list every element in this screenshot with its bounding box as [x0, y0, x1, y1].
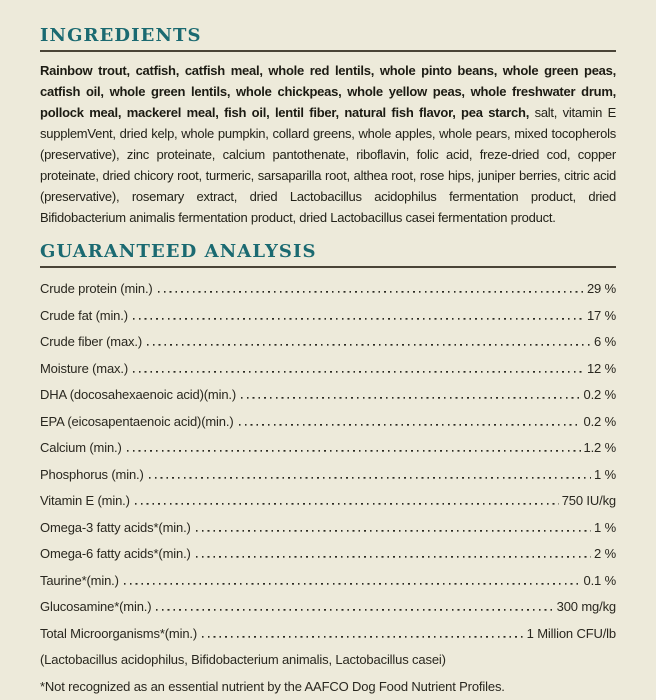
analysis-row-label: Calcium (min.)	[40, 440, 122, 455]
analysis-row-value: 1 %	[594, 519, 616, 535]
analysis-row-value: 17 %	[586, 307, 616, 323]
analysis-row-value: 6 %	[594, 334, 616, 349]
ingredients-section: INGREDIENTS Rainbow trout, catfish, catf…	[40, 25, 616, 228]
analysis-row-label: Omega-6 fatty acids*(min.)	[40, 546, 191, 561]
ingredients-primary-list: Rainbow trout, catfish, catfish meal, wh…	[40, 63, 616, 120]
analysis-row-label: Phosphorus (min.)	[40, 466, 144, 482]
ingredients-divider	[40, 50, 616, 52]
guaranteed-analysis-section: GUARANTEED ANALYSIS Crude protein (min.)…	[40, 241, 616, 694]
dot-leader	[133, 368, 584, 373]
analysis-row-dha: DHA (docosahexaenoic acid)(min.) 0.2 %	[40, 388, 616, 402]
analysis-row-label: Vitamin E (min.)	[40, 493, 130, 508]
dot-leader	[148, 474, 592, 479]
analysis-row-value: 1 %	[594, 466, 616, 482]
analysis-row-label: Crude protein (min.)	[40, 281, 153, 296]
analysis-row-omega-3: Omega-3 fatty acids*(min.) 1 %	[40, 519, 616, 535]
analysis-row-crude-protein: Crude protein (min.) 29 %	[40, 282, 616, 296]
microorganisms-subnote: (Lactobacillus acidophilus, Bifidobacter…	[40, 652, 446, 667]
analysis-row-label: EPA (eicosapentaenoic acid)(min.)	[40, 413, 234, 429]
analysis-row-label: DHA (docosahexaenoic acid)(min.)	[40, 387, 237, 402]
analysis-row-value: 1 Million CFU/lb	[526, 625, 616, 641]
analysis-row-value: 12 %	[586, 360, 616, 376]
analysis-row-crude-fat: Crude fat (min.) 17 %	[40, 307, 616, 323]
analysis-row-value: 0.2 %	[583, 413, 617, 429]
analysis-row-value: 0.1 %	[583, 572, 617, 588]
dot-leader	[238, 421, 581, 426]
dot-leader	[202, 633, 524, 638]
analysis-row-glucosamine: Glucosamine*(min.) 300 mg/kg	[40, 600, 616, 614]
guaranteed-analysis-divider	[40, 266, 616, 268]
analysis-row-label: Total Microorganisms*(min.)	[40, 625, 198, 641]
analysis-row-label: Crude fiber (max.)	[40, 334, 143, 349]
analysis-row-label: Crude fat (min.)	[40, 307, 128, 323]
analysis-row-epa: EPA (eicosapentaenoic acid)(min.) 0.2 %	[40, 413, 617, 429]
dot-leader	[123, 580, 581, 585]
analysis-row-value: 0.2 %	[583, 387, 617, 402]
analysis-row-value: 300 mg/kg	[556, 599, 617, 614]
analysis-row-taurine: Taurine*(min.) 0.1 %	[40, 572, 617, 588]
analysis-row-label: Glucosamine*(min.)	[40, 599, 152, 614]
analysis-row-label: Omega-3 fatty acids*(min.)	[40, 519, 191, 535]
analysis-row-moisture: Moisture (max.) 12 %	[40, 360, 616, 376]
analysis-row-phosphorus: Phosphorus (min.) 1 %	[40, 466, 616, 482]
analysis-row-vitamin-e: Vitamin E (min.) 750 IU/kg	[40, 494, 616, 508]
ingredients-text: Rainbow trout, catfish, catfish meal, wh…	[40, 60, 616, 228]
dot-leader	[134, 501, 559, 505]
analysis-row-calcium: Calcium (min.) 1.2 %	[40, 441, 616, 455]
analysis-row-total-microorganisms: Total Microorganisms*(min.) 1 Million CF…	[40, 625, 616, 641]
dot-leader	[195, 554, 592, 558]
dot-leader	[195, 527, 592, 532]
aafco-footnote: *Not recognized as an essential nutrient…	[40, 678, 505, 694]
analysis-row-value: 750 IU/kg	[561, 493, 616, 508]
analysis-row-value: 2 %	[594, 546, 616, 561]
dot-leader	[157, 289, 584, 293]
analysis-row-crude-fiber: Crude fiber (max.) 6 %	[40, 335, 616, 349]
analysis-row-label: Moisture (max.)	[40, 360, 129, 376]
dot-leader	[126, 448, 581, 452]
analysis-row-omega-6: Omega-6 fatty acids*(min.) 2 %	[40, 547, 616, 561]
analysis-row-label: Taurine*(min.)	[40, 572, 119, 588]
dot-leader	[147, 342, 592, 346]
ingredients-secondary-list: salt, vitamin E supplemVent, dried kelp,…	[40, 105, 616, 225]
dot-leader	[156, 607, 554, 611]
analysis-row-value: 29 %	[586, 281, 616, 296]
dot-leader	[132, 315, 584, 320]
analysis-row-value: 1.2 %	[583, 440, 617, 455]
analysis-table: Crude protein (min.) 29 % Crude fat (min…	[40, 282, 616, 641]
guaranteed-analysis-title: GUARANTEED ANALYSIS	[40, 241, 317, 262]
dot-leader	[241, 395, 581, 399]
ingredients-title: INGREDIENTS	[40, 25, 202, 46]
